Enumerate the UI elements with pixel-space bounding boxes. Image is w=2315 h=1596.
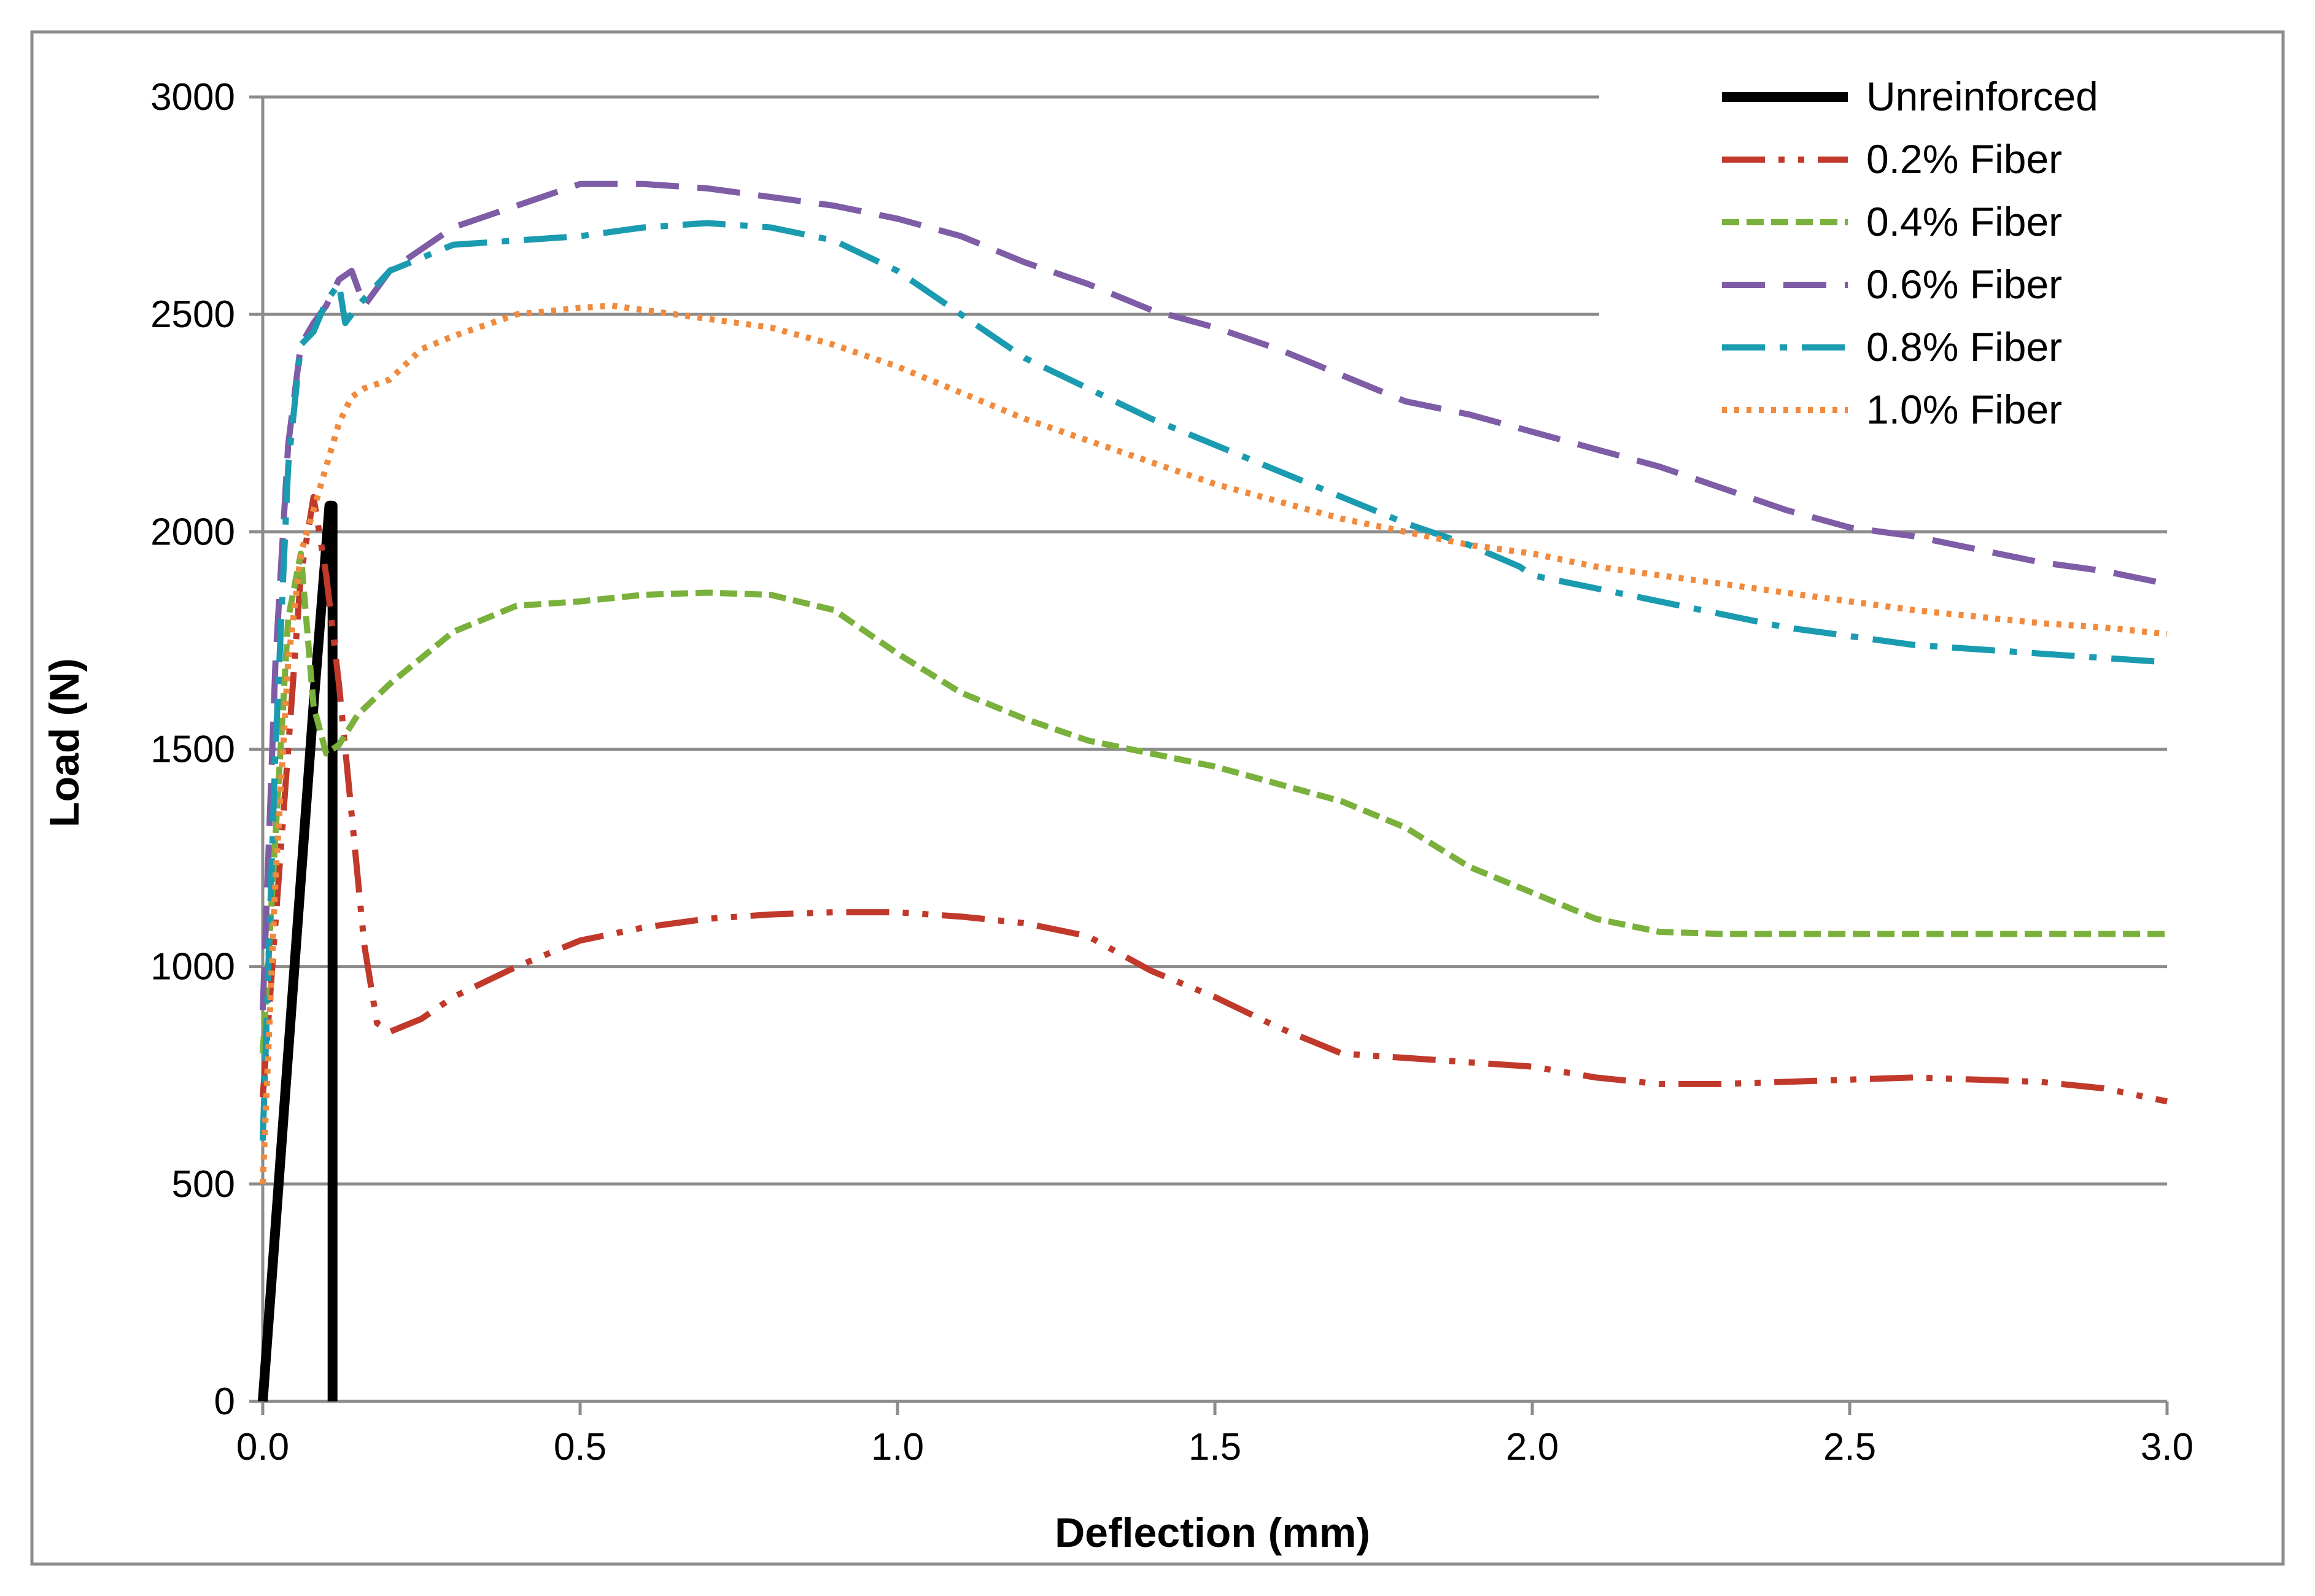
legend: Unreinforced 0.2% Fiber 0.4% Fiber 0.6% Fib… (1722, 74, 2098, 432)
tick-labels: 0 500 1000 1500 2000 2500 3000 0.0 0.5 1.0 1.5 2.0 2… (150, 76, 2193, 1468)
gridlines (263, 95, 2167, 1186)
series-line-1-0-fiber (260, 303, 2168, 1185)
legend-label-1-0-fiber: 1.0% Fiber (1866, 387, 2062, 432)
x-tick-label-2.0: 2.0 (1506, 1426, 1559, 1468)
x-tick-label-0.5: 0.5 (554, 1426, 607, 1468)
x-tick-label-1.5: 1.5 (1189, 1426, 1241, 1468)
series-line-0-6-fiber (260, 180, 2168, 1010)
y-tick-label-1500: 1500 (150, 729, 235, 771)
legend-label-0-6-fiber: 0.6% Fiber (1866, 261, 2062, 307)
y-tick-label-500: 500 (172, 1163, 235, 1206)
y-tick-label-2500: 2500 (150, 293, 235, 336)
legend-label-unreinforced: Unreinforced (1866, 74, 2098, 119)
axes (249, 95, 2169, 1415)
series-lines (258, 180, 2168, 1402)
series-line-0-8-fiber (260, 220, 2168, 1141)
legend-label-0-8-fiber: 0.8% Fiber (1866, 324, 2062, 370)
y-tick-label-0: 0 (214, 1381, 235, 1423)
y-tick-label-3000: 3000 (150, 76, 235, 118)
y-axis-title: Load (N) (41, 658, 88, 827)
y-tick-label-1000: 1000 (150, 946, 235, 988)
y-tick-label-2000: 2000 (150, 511, 235, 553)
legend-label-0-4-fiber: 0.4% Fiber (1866, 199, 2062, 244)
x-tick-label-3.0: 3.0 (2141, 1426, 2193, 1468)
x-axis-title: Deflection (mm) (1055, 1509, 1370, 1556)
legend-label-0-2-fiber: 0.2% Fiber (1866, 136, 2062, 182)
x-tick-label-0.0: 0.0 (236, 1426, 289, 1468)
chart-frame (30, 30, 2285, 1566)
x-tick-label-1.0: 1.0 (871, 1426, 924, 1468)
x-tick-label-2.5: 2.5 (1823, 1426, 1876, 1468)
series-line-0-4-fiber (260, 550, 2167, 1054)
